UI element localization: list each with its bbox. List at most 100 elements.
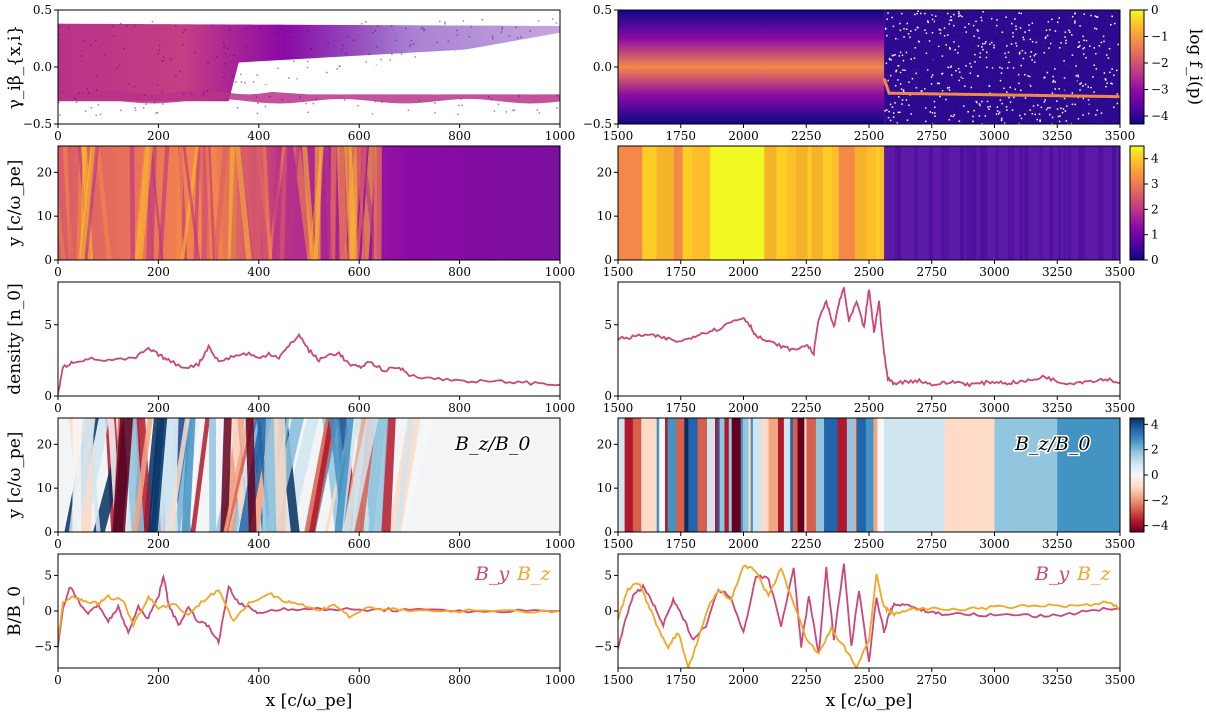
speckle	[1083, 103, 1085, 106]
speckle	[1044, 99, 1047, 101]
density-stripe	[756, 146, 762, 260]
axes-frame	[617, 553, 1121, 669]
speckle	[933, 95, 935, 98]
speckle	[1010, 54, 1013, 56]
speckle	[1058, 112, 1061, 115]
speckle	[89, 44, 92, 46]
x-tick-label: 3000	[979, 129, 1010, 143]
speckle	[915, 87, 918, 89]
speckle	[134, 109, 137, 112]
density-right-line	[618, 287, 1120, 388]
speckle	[1093, 47, 1096, 49]
speckle	[1015, 76, 1018, 78]
speckle	[900, 88, 903, 90]
speckle	[992, 66, 995, 68]
speckle	[933, 51, 935, 54]
speckle	[889, 103, 892, 106]
speckle	[73, 97, 76, 100]
speckle	[909, 30, 912, 32]
speckle	[1016, 71, 1018, 73]
speckle	[957, 45, 960, 48]
speckle	[978, 115, 981, 117]
speckle	[979, 56, 981, 59]
speckle	[264, 105, 267, 108]
speckle	[1044, 41, 1046, 44]
speckle	[948, 46, 951, 49]
speckle	[946, 87, 949, 89]
speckle	[1020, 65, 1022, 68]
x-tick-label: 2000	[728, 401, 759, 415]
speckle	[487, 96, 490, 98]
speckle	[930, 83, 933, 85]
x-tick-label: 3500	[1105, 401, 1136, 415]
speckle	[1099, 36, 1101, 38]
speckle	[964, 85, 966, 87]
density-stripe	[691, 146, 704, 260]
speckle	[917, 10, 919, 12]
density-stripe	[807, 146, 813, 260]
speckle	[902, 90, 905, 93]
speckle	[990, 121, 992, 123]
speckle	[352, 39, 355, 42]
speckle	[988, 85, 991, 87]
speckle	[899, 29, 902, 32]
speckle	[312, 102, 315, 105]
speckle	[256, 102, 259, 105]
speckle	[1010, 22, 1013, 25]
speckle	[1045, 29, 1048, 32]
speckle	[94, 39, 97, 42]
speckle	[1096, 16, 1099, 18]
speckle	[956, 120, 958, 123]
speckle	[949, 64, 951, 67]
x-tick-label: 1000	[545, 129, 576, 143]
speckle	[979, 104, 981, 107]
speckle	[924, 88, 926, 90]
density-stripe	[1063, 146, 1067, 260]
x-tick-label: 200	[147, 265, 170, 279]
speckle	[889, 34, 891, 37]
speckle	[965, 65, 967, 67]
speckle	[1090, 14, 1092, 17]
speckle	[90, 106, 93, 109]
speckle	[895, 59, 897, 61]
speckle	[1002, 14, 1004, 16]
speckle	[921, 76, 923, 78]
speckle	[890, 38, 892, 41]
speckle	[914, 84, 916, 86]
speckle	[895, 48, 897, 50]
speckle	[1046, 71, 1049, 74]
density-stripe	[677, 146, 684, 260]
speckle	[1051, 116, 1054, 119]
speckle	[306, 60, 309, 63]
speckle	[990, 18, 993, 20]
colorbar-tick-label: 0	[1151, 3, 1159, 17]
speckle	[161, 60, 164, 62]
y-axis-title: γ_iβ_{x,i}	[5, 25, 25, 110]
bz-map-left-image	[58, 418, 560, 532]
speckle	[1037, 52, 1039, 55]
speckle	[243, 82, 246, 84]
speckle	[1094, 59, 1097, 62]
speckle	[989, 43, 991, 45]
speckle	[1008, 61, 1010, 64]
density-stripe	[796, 146, 809, 260]
speckle	[895, 70, 897, 73]
bz-stripe	[740, 418, 744, 532]
speckle	[917, 119, 920, 121]
y-tick-label: 0	[604, 604, 612, 618]
bz-stripe	[865, 418, 875, 532]
speckle	[950, 82, 953, 85]
speckle	[1079, 44, 1081, 47]
speckle	[374, 100, 377, 103]
speckle	[991, 115, 994, 117]
density-stripe	[626, 146, 632, 260]
x-tick-label: 0	[54, 129, 62, 143]
speckle	[913, 57, 916, 60]
speckle	[1110, 14, 1113, 17]
speckle	[1074, 20, 1076, 22]
speckle	[1082, 114, 1084, 116]
speckle	[1060, 107, 1062, 110]
speckle	[1008, 96, 1010, 99]
speckle	[1064, 110, 1067, 112]
speckle	[1041, 46, 1044, 48]
